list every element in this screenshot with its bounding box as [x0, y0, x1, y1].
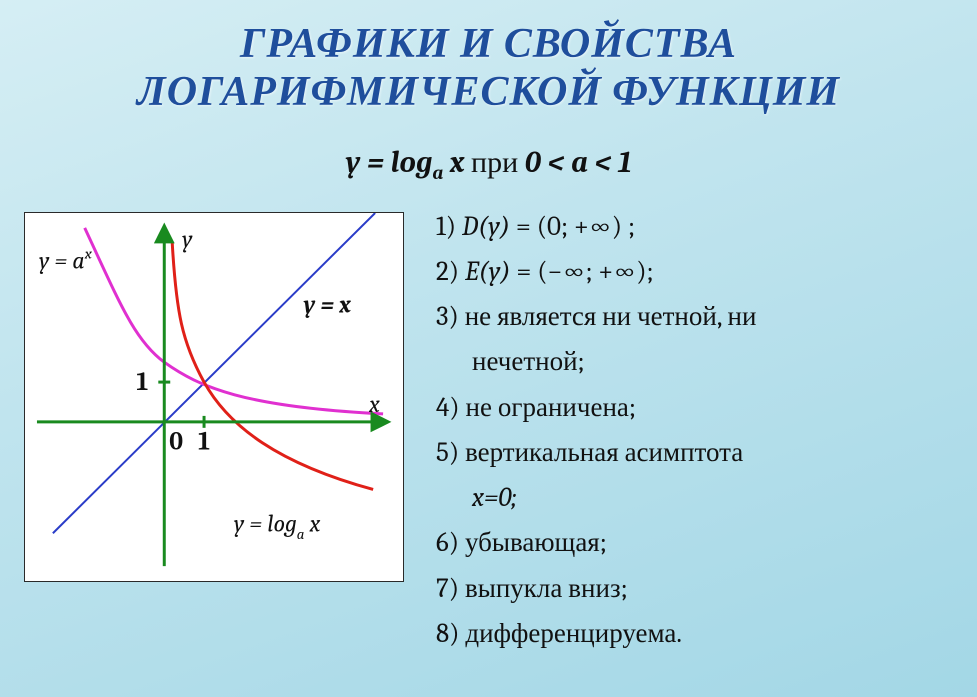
property-text: дифференцируема.	[465, 618, 682, 649]
property-text: выпукла вниз;	[465, 573, 628, 604]
curve-exp	[85, 228, 383, 414]
label-origin: 0	[169, 427, 183, 456]
label-exp: y = ax	[39, 244, 93, 274]
formula-eq: =	[360, 145, 390, 180]
property-number: 7)	[436, 573, 465, 604]
property-row: 4) не ограничена;	[436, 389, 949, 426]
property-text: не является ни четной, ни	[465, 301, 757, 332]
properties-list: 1) D(y) = (0; +∞) ;2) E(y) = (−∞; +∞);3)…	[418, 206, 949, 661]
formula-cond: 0 < a < 1	[525, 145, 632, 180]
label-one-x: 1	[198, 427, 210, 456]
formula-mid: при	[464, 145, 524, 180]
slide-title: ГРАФИКИ И СВОЙСТВА ЛОГАРИФМИЧЕСКОЙ ФУНКЦ…	[0, 0, 977, 127]
property-text: нечетной;	[472, 346, 585, 377]
property-row: 7) выпукла вниз;	[436, 570, 949, 607]
property-text: E(y) = (−∞; +∞);	[465, 256, 654, 287]
label-exp-base: y = a	[39, 247, 85, 274]
label-yx: y = x	[303, 291, 352, 318]
property-row: 3) не является ни четной, ни	[436, 298, 949, 335]
property-row: 5) вертикальная асимптота	[436, 434, 949, 471]
property-number: 5)	[436, 437, 465, 468]
label-log-main: y = log	[234, 510, 297, 537]
property-text: D(y) = (0; +∞) ;	[462, 211, 635, 242]
formula-log: log	[391, 145, 433, 180]
property-number: 4)	[436, 392, 466, 423]
graph-container: y x 1 0 1 y = x y = ax y = loga x	[18, 206, 418, 661]
property-row: 6) убывающая;	[436, 524, 949, 561]
label-one-y: 1	[136, 368, 148, 397]
label-log: y = loga x	[234, 510, 321, 543]
property-text: x=0;	[472, 482, 517, 513]
graph-box: y x 1 0 1 y = x y = ax y = loga x	[24, 212, 404, 582]
property-text: вертикальная асимптота	[465, 437, 743, 468]
formula-base: a	[432, 161, 443, 184]
graph-svg: y x 1 0 1 y = x y = ax y = loga x	[25, 213, 403, 581]
property-row: 1) D(y) = (0; +∞) ;	[436, 208, 949, 245]
property-row: x=0;	[436, 479, 949, 516]
property-row: нечетной;	[436, 343, 949, 380]
main-formula: y = loga x при 0 < a < 1	[0, 145, 977, 184]
label-exp-sup: x	[84, 244, 93, 262]
formula-x: x	[443, 145, 464, 180]
property-row: 2) E(y) = (−∞; +∞);	[436, 253, 949, 290]
property-text: не ограничена;	[466, 392, 636, 423]
property-number: 2)	[436, 256, 465, 287]
content-row: y x 1 0 1 y = x y = ax y = loga x 1) D(y…	[0, 206, 977, 661]
property-number: 3)	[436, 301, 465, 332]
property-number: 8)	[436, 618, 465, 649]
label-y-axis: y	[182, 225, 193, 252]
property-text: убывающая;	[465, 527, 607, 558]
formula-y: y	[346, 145, 361, 180]
label-log-x: x	[304, 510, 320, 537]
label-x-axis: x	[368, 391, 380, 418]
property-number: 6)	[436, 527, 465, 558]
property-row: 8) дифференцируема.	[436, 615, 949, 652]
property-number: 1)	[436, 211, 462, 242]
